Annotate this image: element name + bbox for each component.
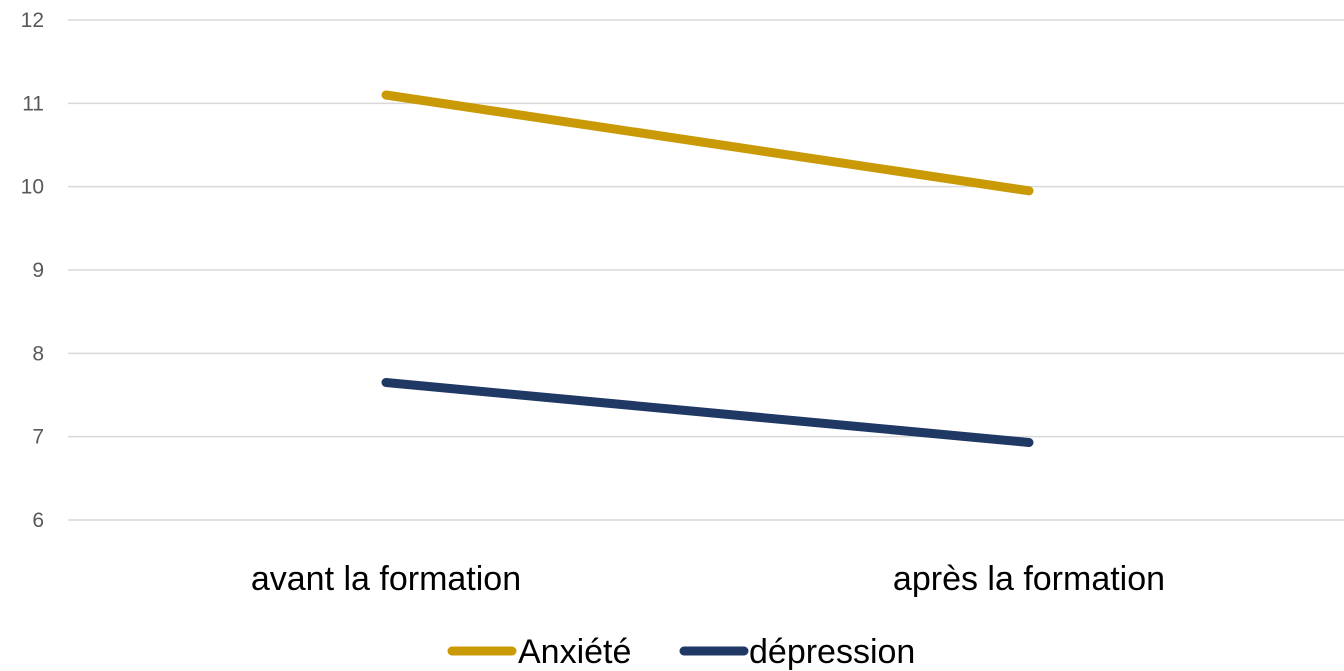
x-tick-label: avant la formation (251, 560, 521, 598)
y-tick-label: 10 (21, 176, 44, 199)
x-tick-label: après la formation (893, 560, 1165, 598)
x-axis-ticks: avant la formation après la formation (251, 560, 1165, 598)
series-layer (381, 90, 1034, 447)
grid-layer (68, 19, 1344, 521)
y-tick-label: 12 (21, 9, 44, 32)
y-tick-label: 7 (32, 426, 44, 449)
legend-label-1: dépression (749, 633, 915, 671)
series-line-0 (381, 90, 1034, 196)
y-tick-label: 11 (22, 92, 44, 115)
y-tick-label: 6 (32, 509, 44, 532)
series-line-1 (381, 378, 1034, 447)
legend-label-0: Anxiété (518, 633, 631, 671)
y-tick-label: 9 (32, 259, 44, 282)
y-tick-label: 8 (32, 342, 44, 365)
legend: Anxiété dépression (447, 633, 915, 671)
y-axis-ticks: 6 7 8 9 10 11 12 (21, 9, 44, 532)
